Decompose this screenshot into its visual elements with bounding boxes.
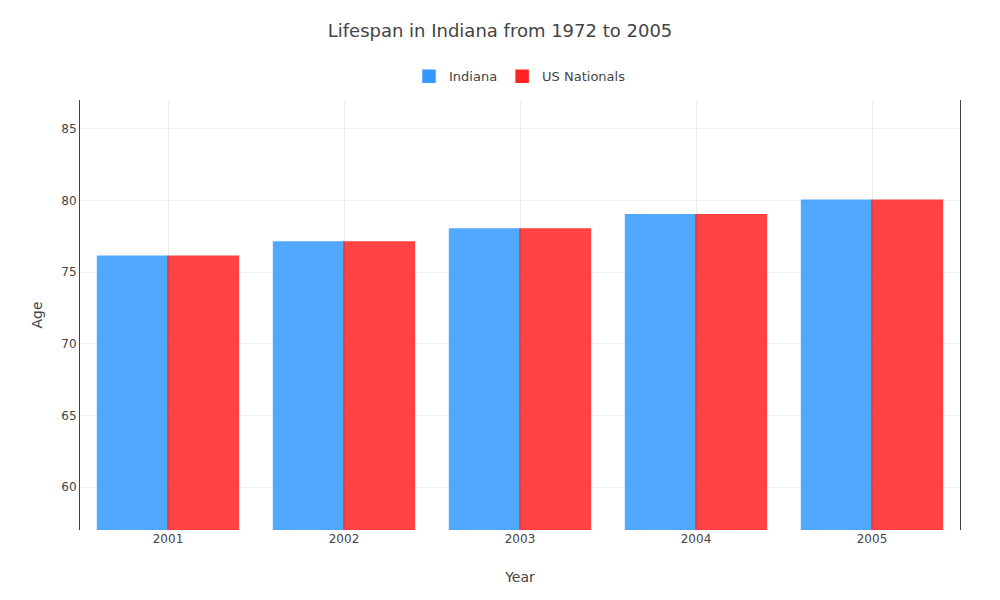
svg-text:85: 85 [61,122,76,136]
svg-text:Lifespan in Indiana from 1972: Lifespan in Indiana from 1972 to 2005 [328,20,673,41]
svg-text:2001: 2001 [153,532,184,546]
svg-text:2002: 2002 [329,532,360,546]
svg-text:60: 60 [61,480,76,494]
svg-text:Year: Year [504,569,535,585]
svg-text:Indiana: Indiana [449,69,497,84]
svg-text:2004: 2004 [681,532,712,546]
svg-text:2003: 2003 [505,532,536,546]
svg-text:70: 70 [61,337,76,351]
svg-text:75: 75 [61,265,76,279]
svg-text:2005: 2005 [857,532,888,546]
svg-text:Age: Age [29,301,45,328]
svg-text:65: 65 [61,409,76,423]
svg-text:80: 80 [61,194,76,208]
svg-text:US Nationals: US Nationals [542,69,625,84]
